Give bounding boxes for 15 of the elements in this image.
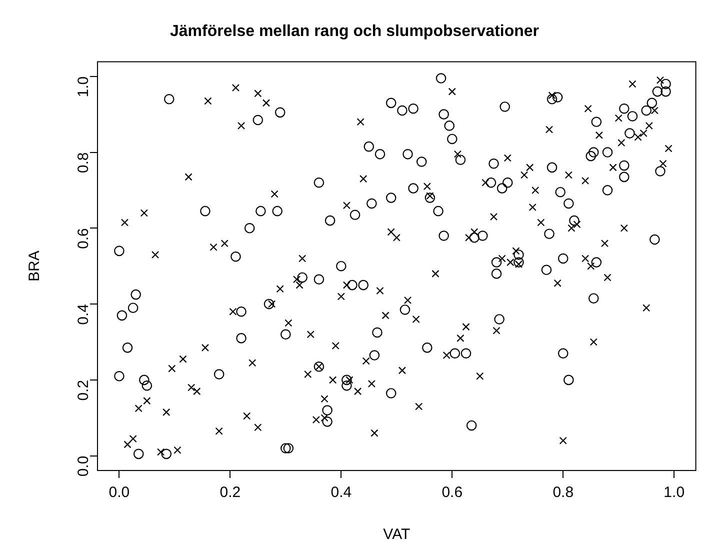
- x-tick-label: 0.4: [330, 484, 352, 502]
- x-tick-label: 1.0: [664, 484, 685, 502]
- y-tick-label: 0.4: [75, 304, 92, 325]
- y-axis-title: BRA: [26, 250, 44, 282]
- x-axis-title: VAT: [383, 526, 410, 544]
- chart-title: Jämförelse mellan rang och slumpobservationer: [170, 23, 540, 40]
- y-tick-label: 0.0: [75, 456, 92, 477]
- x-tick-label: 0.8: [552, 484, 574, 502]
- y-tick-label: 0.6: [75, 228, 92, 250]
- x-tick-label: 0.0: [108, 484, 130, 502]
- x-tick-label: 0.6: [442, 484, 463, 502]
- y-tick-label: 1.0: [75, 76, 92, 98]
- y-tick-label: 0.8: [75, 152, 92, 174]
- y-tick-label: 0.2: [75, 380, 92, 401]
- x-tick-label: 0.2: [220, 484, 241, 502]
